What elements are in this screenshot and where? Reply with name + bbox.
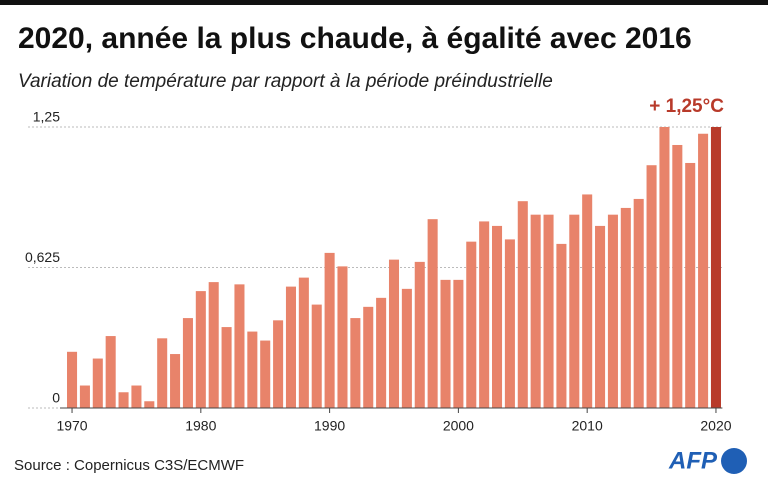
bar	[170, 354, 181, 408]
bar	[337, 266, 348, 408]
bar	[595, 225, 606, 408]
source: Source : Copernicus C3S/ECMWF	[14, 457, 244, 474]
bar	[556, 243, 567, 408]
bar	[67, 351, 78, 408]
bar	[466, 241, 477, 408]
x-tick-label: 1980	[185, 418, 216, 434]
bar	[118, 392, 129, 408]
bar	[92, 358, 103, 408]
logo: AFP	[668, 447, 718, 474]
bar	[453, 279, 464, 408]
bar	[698, 133, 709, 408]
bar	[157, 338, 168, 408]
bar	[659, 127, 670, 408]
bar	[298, 277, 309, 408]
bar	[672, 144, 683, 408]
bar	[504, 239, 515, 408]
bar	[79, 385, 90, 408]
bar	[105, 336, 116, 408]
bar	[285, 286, 296, 408]
bar	[376, 297, 387, 408]
bar	[208, 282, 219, 408]
bar	[582, 194, 593, 408]
bar	[311, 304, 322, 408]
x-tick-label: 2000	[443, 418, 474, 434]
bar	[440, 279, 451, 408]
x-tick-label: 2010	[572, 418, 603, 434]
bar	[543, 214, 554, 408]
y-tick-label: 0,625	[25, 249, 60, 265]
bar	[131, 385, 142, 408]
bar	[517, 201, 528, 408]
bar	[492, 225, 503, 408]
bar	[260, 340, 271, 408]
bar	[414, 261, 425, 408]
bar	[633, 198, 644, 408]
bar	[569, 214, 580, 408]
bar	[530, 214, 541, 408]
bar	[710, 127, 721, 408]
bar	[363, 306, 374, 408]
annotation: + 1,25°C	[649, 96, 724, 117]
bar	[221, 327, 232, 408]
bar	[607, 214, 618, 408]
y-tick-label: 1,25	[33, 109, 60, 125]
bar	[247, 331, 258, 408]
bar	[646, 165, 657, 408]
bar	[685, 162, 696, 408]
bar	[388, 259, 400, 408]
bar	[479, 221, 490, 408]
chart-subtitle: Variation de température par rapport à l…	[18, 71, 553, 92]
bar	[234, 284, 245, 408]
x-tick-label: 1970	[56, 418, 87, 434]
bar	[273, 320, 284, 408]
bar	[195, 291, 206, 408]
y-tick-label: 0	[52, 390, 60, 406]
bar	[401, 288, 412, 408]
bar	[144, 401, 155, 408]
bar	[427, 219, 438, 408]
bar	[324, 252, 335, 408]
bar	[350, 318, 361, 408]
bar	[182, 318, 193, 408]
chart-title: 2020, année la plus chaude, à égalité av…	[18, 22, 692, 55]
logo-dot	[721, 448, 747, 474]
bar	[620, 207, 631, 408]
x-tick-label: 2020	[700, 418, 731, 434]
top-band	[0, 0, 768, 5]
x-tick-label: 1990	[314, 418, 345, 434]
